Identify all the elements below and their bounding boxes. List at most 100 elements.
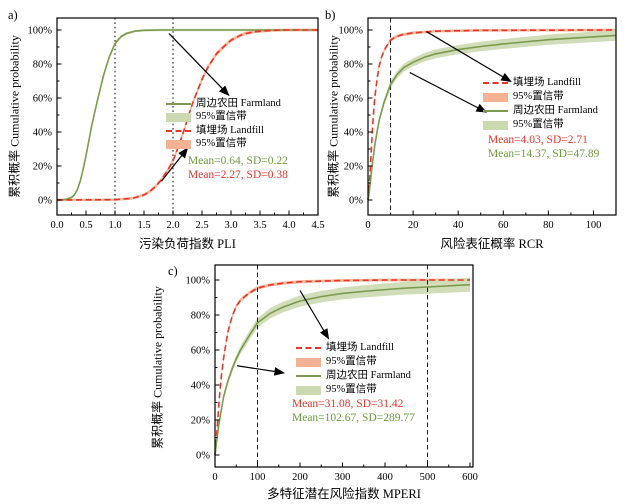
callout-arrow [299, 290, 330, 340]
mean-sd-farmland: Mean=0.64, SD=0.22 [188, 155, 288, 167]
y-tick-label: 60% [191, 346, 211, 357]
callout-arrow [237, 365, 286, 376]
mean-sd-annotations: Mean=31.08, SD=31.42 Mean=102.67, SD=289.… [292, 397, 415, 425]
legend-entry: 周边农田 Farmland [166, 97, 281, 111]
legend-swatch-farmland-band [166, 112, 191, 122]
mean-sd-landfill: Mean=31.08, SD=31.42 [292, 398, 404, 410]
chart-canvas-c: 0 100 200 300 400 500 600 0% 20% 40% 60% 80% 100% [186, 264, 478, 483]
y-tick-label: 20% [33, 162, 53, 173]
x-tick-label: 1.5 [137, 220, 150, 231]
y-tick-label: 60% [344, 94, 364, 105]
mean-sd-annotations: Mean=0.64, SD=0.22 Mean=2.27, SD=0.38 [188, 154, 288, 182]
farmland-cdf-curve [56, 29, 318, 201]
chart-canvas-b: 0 20 40 60 80 100 0% 20% 40% 60% 80% 100% [339, 17, 617, 231]
legend-label: 95%置信带 [196, 138, 247, 149]
legend-label: 填埋场 Landfill [196, 124, 264, 136]
panel-label-a: a) [8, 8, 18, 22]
legend-label: 周边农田 Farmland [513, 104, 598, 116]
legend-entry: 95%置信带 [296, 383, 411, 397]
mean-sd-landfill: Mean=4.03, SD=2.71 [488, 134, 588, 146]
legend-entry: 填埋场 Landfill [296, 341, 411, 355]
y-tick-label: 40% [191, 381, 211, 392]
y-tick-label: 20% [344, 162, 364, 173]
x-tick-label: 0.5 [79, 220, 92, 231]
legend: 填埋场 Landfill 95%置信带 周边农田 Farmland 95%置信带 [483, 76, 598, 132]
x-tick-label: 100 [586, 220, 602, 231]
legend-swatch-farmland-band [483, 120, 508, 130]
x-tick-label: 0 [212, 472, 217, 483]
legend-label: 周边农田 Farmland [196, 97, 281, 109]
legend-entry: 95%置信带 [483, 90, 598, 104]
y-axis-label-c: 累积概率 Cumulative probability [150, 286, 165, 449]
landfill-cdf-curve [214, 279, 470, 456]
x-tick-label: 200 [292, 472, 308, 483]
legend-swatch-farmland-line [483, 110, 508, 112]
legend: 周边农田 Farmland 95%置信带 填埋场 Landfill 95%置信带 [166, 97, 281, 151]
legend-swatch-landfill-band [166, 139, 191, 149]
legend-swatch-farmland-line [166, 102, 191, 105]
y-tick-label: 0% [349, 196, 363, 207]
legend-label: 95%置信带 [326, 355, 377, 367]
x-tick-label: 1.0 [108, 220, 121, 231]
x-tick-label: 0 [365, 220, 370, 231]
legend-entry: 95%置信带 [483, 118, 598, 132]
x-tick-label: 600 [462, 472, 478, 483]
legend-entry: 填埋场 Landfill [166, 124, 281, 138]
y-tick-label: 60% [33, 94, 53, 105]
legend-entry: 周边农田 Farmland [296, 369, 411, 383]
x-tick-label: 4.0 [282, 220, 295, 231]
legend-swatch-landfill-dash [166, 129, 191, 132]
x-tick-label: 40 [453, 220, 464, 231]
y-tick-label: 80% [33, 60, 53, 71]
x-tick-label: 80 [543, 220, 554, 231]
x-tick-label: 3.5 [253, 220, 266, 231]
legend-label: 周边农田 Farmland [326, 369, 411, 381]
mean-sd-farmland: Mean=14.37, SD=47.89 [488, 148, 600, 160]
y-tick-label: 80% [344, 60, 364, 71]
legend-swatch-landfill-band [296, 357, 321, 367]
x-tick-label: 100 [250, 472, 266, 483]
mean-sd-landfill: Mean=2.27, SD=0.38 [188, 169, 288, 181]
legend-swatch-landfill-dash [483, 82, 508, 84]
x-tick-label: 4.5 [311, 220, 324, 231]
mean-sd-farmland: Mean=102.67, SD=289.77 [292, 412, 415, 424]
panel-b-rcr-cdf: 0 20 40 60 80 100 0% 20% 40% 60% 80% 100% b) 累积概率 C… [320, 2, 637, 252]
y-tick-label: 100% [186, 276, 211, 287]
x-tick-label: 500 [420, 472, 436, 483]
legend-swatch-landfill-dash [296, 347, 321, 349]
legend-label: 95%置信带 [513, 118, 564, 130]
y-tick-label: 0% [38, 196, 52, 207]
y-tick-label: 40% [344, 128, 364, 139]
legend-swatch-farmland-band [296, 385, 321, 395]
legend-entry: 95%置信带 [166, 111, 281, 125]
y-axis-label-b: 累积概率 Cumulative probability [326, 35, 341, 198]
legend-swatch-landfill-band [483, 92, 508, 102]
y-tick-label: 20% [191, 416, 211, 427]
chart-canvas-a: 0.0 0.5 1.0 1.5 2.0 2.5 3.0 3.5 4.0 4.5 0% 20% 40% 60… [28, 17, 325, 231]
panel-label-c: c) [168, 264, 178, 278]
x-tick-label: 0.0 [50, 220, 63, 231]
landfill-cdf-curve [367, 29, 617, 201]
x-tick-label: 20 [408, 220, 419, 231]
x-tick-label: 400 [377, 472, 393, 483]
x-tick-label: 300 [335, 472, 351, 483]
x-tick-label: 2.0 [166, 220, 179, 231]
legend-entry: 95%置信带 [296, 355, 411, 369]
legend-entry: 95%置信带 [166, 138, 281, 152]
legend-label: 填埋场 Landfill [513, 76, 581, 88]
y-tick-label: 100% [28, 26, 53, 37]
x-tick-label: 3.0 [224, 220, 237, 231]
x-tick-label: 60 [498, 220, 509, 231]
legend-swatch-farmland-line [296, 375, 321, 377]
panel-c-mperi-cdf: 0 100 200 300 400 500 600 0% 20% 40% 60% 80% 100% c)… [140, 253, 490, 503]
x-axis-label-c: 多特征潜在风险指数 MPERI [267, 487, 421, 501]
y-tick-label: 0% [196, 451, 210, 462]
callout-arrow [168, 32, 230, 97]
panel-a-pli-cdf: 0.0 0.5 1.0 1.5 2.0 2.5 3.0 3.5 4.0 4.5 0% 20% 40% 60… [2, 2, 325, 252]
y-tick-label: 80% [191, 311, 211, 322]
callout-arrow [426, 31, 512, 83]
mean-sd-annotations: Mean=4.03, SD=2.71 Mean=14.37, SD=47.89 [488, 133, 599, 161]
farmland-cdf-curve [367, 34, 617, 201]
legend-label: 95%置信带 [326, 383, 377, 395]
